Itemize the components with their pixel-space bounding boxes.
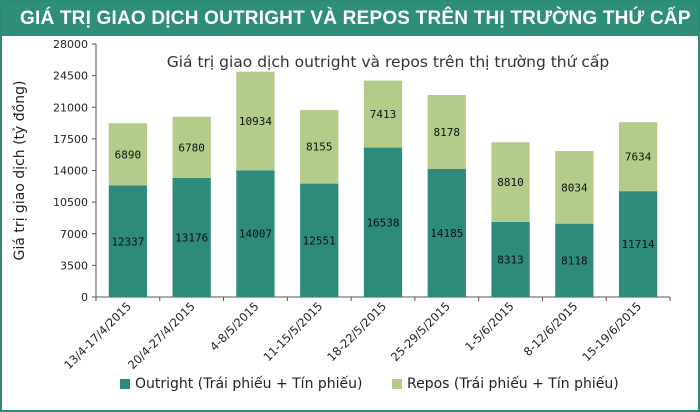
data-label-repos: 10934 bbox=[239, 115, 272, 128]
data-label-repos: 8155 bbox=[306, 141, 333, 154]
data-label-outright: 8313 bbox=[497, 253, 524, 266]
bar-repos bbox=[300, 109, 339, 184]
data-label-outright: 16538 bbox=[366, 216, 399, 229]
data-label-repos: 6780 bbox=[178, 141, 205, 154]
bar-repos bbox=[491, 142, 530, 222]
legend-item-repos: Repos (Trái phiếu + Tín phiếu) bbox=[392, 376, 619, 392]
data-label-outright: 8118 bbox=[561, 254, 588, 267]
x-tick-label: 15-19/6/2015 bbox=[579, 299, 644, 364]
data-label-repos: 7634 bbox=[625, 151, 652, 164]
x-tick-label: 11-15/5/2015 bbox=[260, 299, 325, 364]
page-title: GIÁ TRỊ GIAO DỊCH OUTRIGHT VÀ REPOS TRÊN… bbox=[2, 2, 698, 36]
data-label-repos: 7413 bbox=[370, 108, 397, 121]
bar-outright bbox=[363, 147, 403, 297]
bar-repos bbox=[363, 80, 403, 148]
data-label-outright: 12337 bbox=[111, 235, 144, 248]
x-tick-label: 20/4-27/4/2015 bbox=[125, 299, 198, 372]
x-tick-label: 25-29/5/2015 bbox=[388, 299, 453, 364]
x-tick-label: 4-8/5/2015 bbox=[207, 299, 262, 354]
y-tick-label: 17500 bbox=[53, 133, 88, 146]
bar-repos bbox=[555, 151, 594, 224]
legend-label-outright: Outright (Trái phiếu + Tín phiếu) bbox=[135, 376, 363, 392]
y-axis-title: Giá trị giao dịch (tỷ đồng) bbox=[11, 81, 28, 261]
y-tick-label: 0 bbox=[81, 291, 88, 304]
bar-repos bbox=[427, 94, 466, 169]
data-label-outright: 13176 bbox=[175, 231, 208, 244]
y-tick-label: 7000 bbox=[60, 228, 88, 241]
bar-chart: Giá trị giao dịch outright và repos trên… bbox=[11, 38, 671, 372]
data-label-repos: 8034 bbox=[561, 181, 588, 194]
bar-repos bbox=[172, 116, 211, 178]
bar-outright bbox=[300, 183, 339, 297]
bar-repos bbox=[236, 71, 275, 171]
data-label-repos: 8178 bbox=[434, 126, 461, 139]
x-tick-label: 1-5/6/2015 bbox=[462, 299, 517, 354]
legend-label-repos: Repos (Trái phiếu + Tín phiếu) bbox=[407, 376, 619, 392]
legend-swatch-outright bbox=[120, 379, 130, 389]
bar-outright bbox=[427, 168, 466, 297]
x-tick-label: 13/4-17/4/2015 bbox=[61, 299, 134, 372]
legend-swatch-repos bbox=[392, 379, 402, 389]
y-tick-label: 14000 bbox=[53, 165, 88, 178]
data-label-outright: 12551 bbox=[303, 234, 336, 247]
bar-outright bbox=[172, 177, 211, 297]
bar-outright bbox=[618, 191, 658, 297]
y-tick-label: 21000 bbox=[53, 101, 88, 114]
data-label-outright: 14007 bbox=[239, 228, 272, 241]
bar-outright bbox=[491, 221, 530, 297]
y-tick-label: 10500 bbox=[53, 196, 88, 209]
bar-repos bbox=[618, 122, 658, 192]
bar-outright bbox=[236, 170, 275, 297]
data-label-repos: 6890 bbox=[115, 148, 142, 161]
data-label-outright: 14185 bbox=[430, 227, 463, 240]
legend: Outright (Trái phiếu + Tín phiếu) Repos … bbox=[2, 376, 698, 398]
chart-title: Giá trị giao dịch outright và repos trên… bbox=[167, 53, 610, 71]
bar-outright bbox=[108, 185, 148, 297]
x-tick-label: 18-22/5/2015 bbox=[324, 299, 389, 364]
data-label-repos: 8810 bbox=[497, 176, 524, 189]
y-tick-label: 28000 bbox=[53, 38, 88, 51]
bar-repos bbox=[108, 123, 148, 186]
bar-outright bbox=[555, 223, 594, 297]
data-label-outright: 11714 bbox=[622, 238, 655, 251]
y-tick-label: 24500 bbox=[53, 70, 88, 83]
x-tick-label: 8-12/6/2015 bbox=[521, 299, 581, 359]
legend-item-outright: Outright (Trái phiếu + Tín phiếu) bbox=[120, 376, 363, 392]
y-tick-label: 3500 bbox=[60, 259, 88, 272]
